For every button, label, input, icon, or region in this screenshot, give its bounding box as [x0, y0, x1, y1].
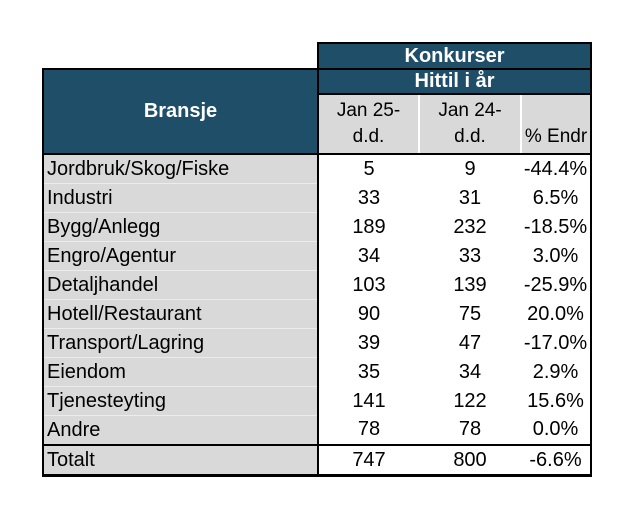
industry-label: Tjenesteyting — [42, 386, 319, 416]
value-pct-change: 0.0% — [521, 415, 593, 445]
value-pct-change: 3.0% — [521, 241, 593, 271]
table-row: Andre 78 78 0.0% — [42, 415, 593, 446]
value-pct-change: -17.0% — [521, 328, 593, 358]
value-jan24: 78 — [419, 415, 521, 445]
value-jan24: 75 — [419, 299, 521, 329]
table-row: Eiendom 35 34 2.9% — [42, 357, 593, 387]
empty-corner-cell — [43, 43, 318, 69]
value-jan24: 9 — [419, 154, 521, 184]
table-title: Konkurser — [316, 42, 593, 70]
industry-label: Bygg/Anlegg — [42, 212, 319, 242]
total-jan24: 800 — [419, 444, 521, 477]
total-label: Totalt — [42, 444, 319, 477]
industry-label: Engro/Agentur — [42, 241, 319, 271]
value-jan24: 139 — [419, 270, 521, 300]
value-jan25: 5 — [318, 154, 419, 184]
value-jan25: 78 — [318, 415, 419, 445]
value-jan25: 141 — [318, 386, 419, 416]
bankruptcies-table: Konkurser Bransje Hittil i år Jan 25- d.… — [42, 42, 593, 477]
industry-label: Andre — [42, 415, 319, 446]
table-row: Transport/Lagring 39 47 -17.0% — [42, 328, 593, 358]
value-pct-change: 2.9% — [521, 357, 593, 387]
value-jan24: 47 — [419, 328, 521, 358]
value-jan24: 33 — [419, 241, 521, 271]
value-jan25: 34 — [318, 241, 419, 271]
value-pct-change: -25.9% — [521, 270, 593, 300]
column-header-jan25-ytd: Jan 25- d.d. — [318, 94, 419, 155]
total-row: Totalt 747 800 -6.6% — [42, 444, 593, 477]
value-pct-change: 20.0% — [521, 299, 593, 329]
table-subtitle: Hittil i år — [316, 68, 593, 95]
column-header-row: Jan 25- d.d. Jan 24- d.d. % Endr — [43, 94, 593, 155]
table-row: Bygg/Anlegg 189 232 -18.5% — [42, 212, 593, 242]
industry-label: Transport/Lagring — [42, 328, 319, 358]
value-jan25: 33 — [318, 183, 419, 213]
value-pct-change: 6.5% — [521, 183, 593, 213]
value-jan25: 39 — [318, 328, 419, 358]
table-row: Hotell/Restaurant 90 75 20.0% — [42, 299, 593, 329]
table-row: Jordbruk/Skog/Fiske 5 9 -44.4% — [42, 154, 593, 184]
value-jan24: 122 — [419, 386, 521, 416]
column-header-pct-change: % Endr — [519, 94, 593, 155]
value-pct-change: -18.5% — [521, 212, 593, 242]
industry-label: Hotell/Restaurant — [42, 299, 319, 329]
value-jan25: 103 — [318, 270, 419, 300]
table-row: Detaljhandel 103 139 -25.9% — [42, 270, 593, 300]
total-pct-change: -6.6% — [521, 444, 593, 477]
value-jan24: 232 — [419, 212, 521, 242]
total-jan25: 747 — [318, 444, 419, 477]
column-header-bransje: Bransje — [42, 68, 319, 155]
industry-label: Detaljhandel — [42, 270, 319, 300]
subtitle-row: Bransje Hittil i år — [42, 68, 593, 155]
value-jan24: 31 — [419, 183, 521, 213]
industry-label: Jordbruk/Skog/Fiske — [42, 154, 319, 184]
value-jan25: 90 — [318, 299, 419, 329]
value-pct-change: -44.4% — [521, 154, 593, 184]
industry-label: Industri — [42, 183, 319, 213]
industry-label: Eiendom — [42, 357, 319, 387]
title-row: Konkurser — [43, 42, 593, 70]
value-jan25: 189 — [318, 212, 419, 242]
table-row: Tjenesteyting 141 122 15.6% — [42, 386, 593, 416]
column-header-jan24-ytd: Jan 24- d.d. — [418, 94, 521, 155]
value-pct-change: 15.6% — [521, 386, 593, 416]
value-jan24: 34 — [419, 357, 521, 387]
value-jan25: 35 — [318, 357, 419, 387]
table-row: Engro/Agentur 34 33 3.0% — [42, 241, 593, 271]
table-row: Industri 33 31 6.5% — [42, 183, 593, 213]
